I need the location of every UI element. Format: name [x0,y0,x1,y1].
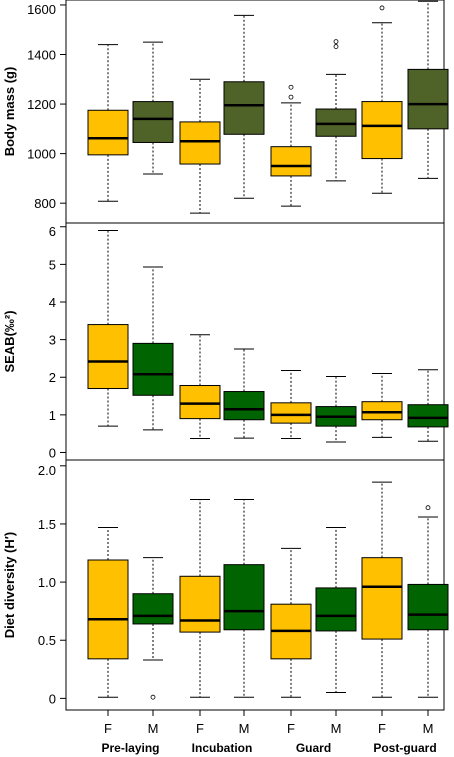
box-M-incubation [223,14,265,199]
box-F-incubation [179,499,221,698]
box-M-pre-laying [132,557,174,700]
iqr-box [87,324,129,390]
iqr-box [223,391,265,421]
y-tick-label: 1.0 [38,575,56,590]
iqr-box [223,81,265,135]
outlier-point [150,694,156,700]
x-tick-label-sex: M [239,721,250,736]
outlier-point [379,5,385,11]
x-tick-label-sex: F [287,721,295,736]
iqr-box [179,385,221,420]
box-M-incubation [223,348,265,439]
box-M-post-guard [407,505,449,698]
y-axis-title: Diet diversity (H′) [2,532,17,638]
box-M-guard [315,39,357,182]
y-tick-label: 6 [49,224,56,239]
box-M-post-guard [407,0,449,179]
y-tick-label: 0.5 [38,633,56,648]
y-axis-title: SEAB(‰²) [2,310,17,372]
iqr-box [407,404,449,428]
x-tick-label-sex: M [331,721,342,736]
iqr-box [361,557,403,640]
y-tick-label: 3 [49,333,56,348]
y-tick-label: 1200 [27,97,56,112]
box-M-guard [315,375,357,443]
iqr-box [270,146,312,177]
y-tick-label: 1400 [27,48,56,63]
box-F-post-guard [361,372,403,438]
iqr-box [407,583,449,631]
iqr-box [179,121,221,165]
x-tick-label-sex: F [196,721,204,736]
box-F-pre-laying [87,44,129,202]
y-tick-label: 0 [49,691,56,706]
y-tick-label: 1 [49,408,56,423]
y-tick-label: 2.0 [38,463,56,478]
iqr-box [87,109,129,156]
box-M-pre-laying [132,266,174,431]
iqr-box [87,559,129,660]
y-tick-label: 1000 [27,147,56,162]
iqr-box [407,68,449,130]
outlier-point [425,505,431,511]
box-F-pre-laying [87,230,129,427]
box-F-post-guard [361,5,403,194]
iqr-box [315,587,357,632]
x-tick-label-sex: F [104,721,112,736]
box-F-guard [270,369,312,440]
iqr-box [223,564,265,631]
x-group-label: Pre-laying [101,741,159,755]
panel-1: 800 1000 1200 1400 1600 Body mass (g) [2,0,449,224]
box-F-incubation [179,334,221,440]
iqr-box [132,101,174,143]
box-M-guard [315,526,357,694]
y-tick-label: 800 [34,196,56,211]
panel-2: 0 1 2 3 4 5 6 SEAB(‰²) [2,222,449,461]
box-F-post-guard [361,481,403,698]
x-tick-label-sex: M [148,721,159,736]
iqr-box [179,575,221,633]
y-tick-label: 1600 [27,2,56,17]
box-F-guard [270,84,312,207]
x-group-label: Incubation [192,741,253,755]
y-tick-label: 1.5 [38,517,56,532]
box-M-pre-laying [132,41,174,175]
x-group-label: Guard [296,741,331,755]
x-axis: F M F M F M F M Pre-laying Incubation Guard Post-gu… [101,710,437,755]
iqr-box [132,593,174,625]
box-M-post-guard [407,369,449,442]
box-F-pre-laying [87,526,129,698]
outlier-point [333,44,339,49]
outlier-point [333,39,339,45]
y-tick-label: 2 [49,370,56,385]
iqr-box [361,401,403,421]
iqr-box [270,402,312,424]
panel-3: 0 0.5 1.0 1.5 2.0 Diet diversity (H′) [2,459,449,711]
iqr-box [132,342,174,396]
y-tick-label: 5 [49,257,56,272]
y-tick-label: 4 [49,295,56,310]
outlier-point [288,84,294,90]
box-F-guard [270,547,312,698]
x-group-label: Post-guard [373,741,436,755]
x-tick-label-sex: M [423,721,434,736]
y-tick-label: 0 [49,445,56,460]
y-axis-title: Body mass (g) [2,67,17,157]
outlier-point [288,94,294,100]
box-F-incubation [179,78,221,214]
box-M-incubation [223,499,265,698]
iqr-box [361,101,403,160]
x-tick-label-sex: F [378,721,386,736]
